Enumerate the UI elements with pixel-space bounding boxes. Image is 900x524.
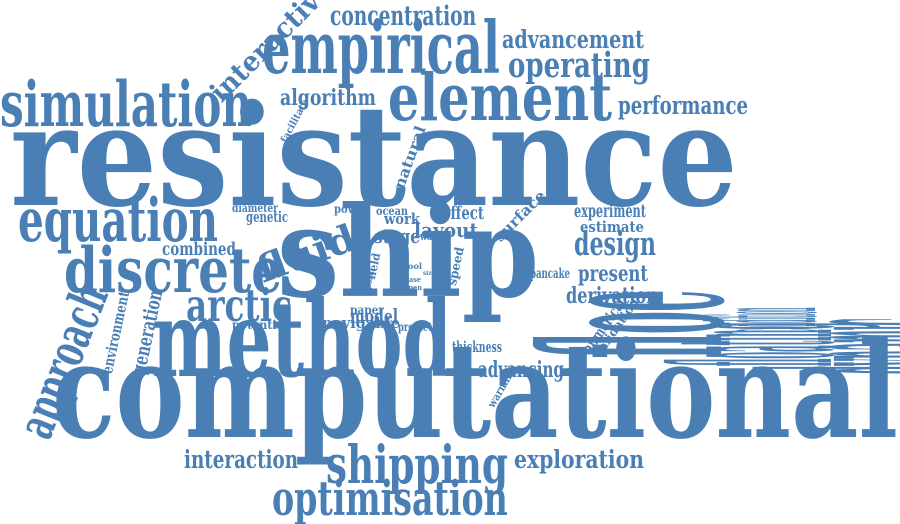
word-effect: effect <box>442 203 484 224</box>
word-estimate: estimate <box>580 218 644 237</box>
word-discrete: discrete <box>64 232 282 307</box>
word-equation: equation <box>18 185 219 256</box>
word-thickness: thickness <box>452 338 503 357</box>
word-condition: condition <box>677 307 850 332</box>
word-navigable: navigable <box>322 314 400 333</box>
word-design: design <box>574 224 656 264</box>
word-resistance: resistance <box>10 75 738 240</box>
word-combined: combined <box>162 239 236 260</box>
word-paper: paper <box>350 301 384 317</box>
word-advancing: advancing <box>478 357 564 384</box>
word-algorithm: algorithm <box>280 85 376 112</box>
word-model: model <box>350 303 399 328</box>
word-exploration: exploration <box>514 445 645 474</box>
word-empirical: empirical <box>262 6 500 92</box>
word-predict: predict <box>398 318 433 334</box>
word-simulation: simulation <box>0 66 253 141</box>
word-advancement: advancement <box>502 25 644 54</box>
word-shipping: shipping <box>326 434 508 496</box>
word-diameter: diameter <box>232 199 278 215</box>
word-open: open <box>404 283 423 293</box>
word-arctic: arctic <box>186 278 292 332</box>
word-present: present <box>578 261 649 288</box>
word-ocean: ocean <box>376 202 409 218</box>
word-operating: operating <box>508 44 650 86</box>
word-size: size <box>423 270 435 278</box>
word-interaction: interaction <box>184 445 299 474</box>
word-experiment: experiment <box>574 201 646 222</box>
word-performance: performance <box>618 91 749 120</box>
word-concentration: concentration <box>330 0 477 32</box>
word-genetic: genetic <box>246 208 289 227</box>
word-tool: tool <box>404 261 422 272</box>
word-computational: computational <box>52 314 899 470</box>
word-ship: ship <box>277 180 540 326</box>
word-pancake: pancake <box>530 266 570 283</box>
word-wave: wave <box>420 228 442 243</box>
word-element: element <box>388 60 613 137</box>
word-optimisation: optimisation <box>272 471 508 524</box>
word-power: power <box>334 200 368 216</box>
word-method: method <box>152 277 452 402</box>
word-derivation: derivation <box>566 283 658 310</box>
word-case: case <box>405 275 422 285</box>
word-potential: potential <box>232 316 288 332</box>
word-stage: stage <box>374 223 420 248</box>
word-work: work <box>384 210 420 229</box>
word-layout: layout <box>414 217 479 242</box>
